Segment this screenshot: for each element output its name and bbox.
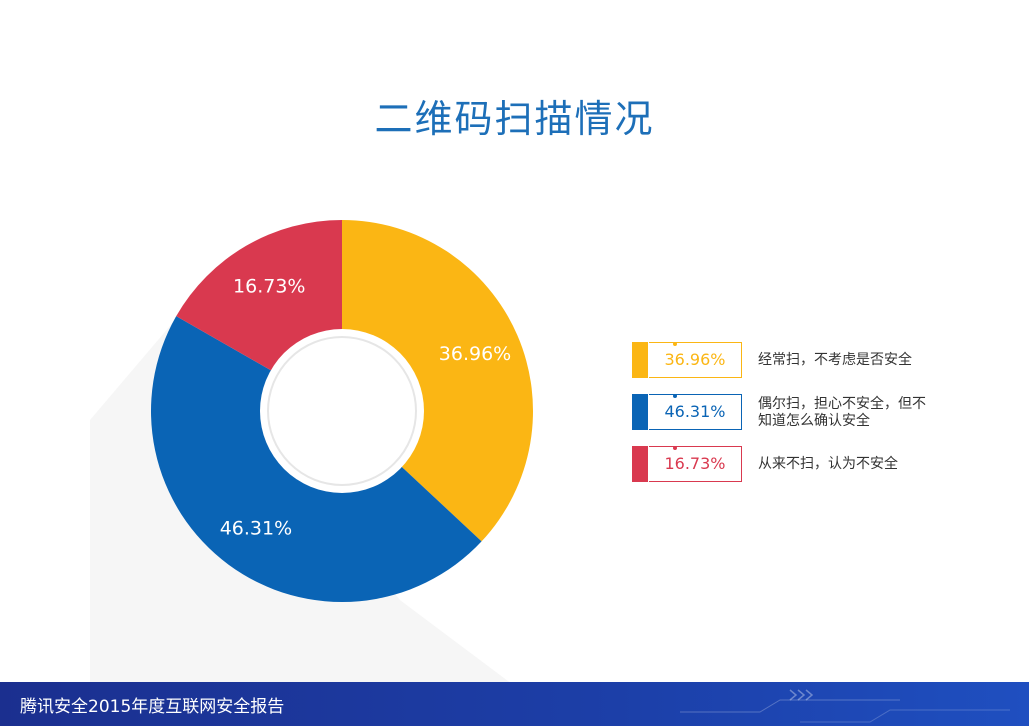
legend-percent-box: 36.96%	[649, 342, 742, 378]
chart-title: 二维码扫描情况	[374, 97, 655, 141]
donut-inner-ring	[267, 336, 417, 486]
legend-label: 偶尔扫，担心不安全，但不知道怎么确认安全	[758, 396, 926, 429]
slice-label: 36.96%	[439, 343, 511, 365]
legend-dot	[673, 446, 677, 450]
legend-percent: 16.73%	[664, 454, 726, 473]
legend-dot	[673, 394, 677, 398]
slice-label: 46.31%	[220, 518, 292, 540]
legend-percent-box: 46.31%	[649, 394, 742, 430]
footer-text: 腾讯安全2015年度互联网安全报告	[20, 697, 285, 717]
legend-swatch	[632, 342, 648, 378]
legend-swatch	[632, 394, 648, 430]
legend-percent: 46.31%	[664, 402, 726, 421]
donut-chart: 36.96% 46.31% 16.73%	[151, 220, 533, 602]
pie-slice	[342, 220, 533, 542]
legend-item: 16.73% 从来不扫，认为不安全	[632, 444, 1012, 484]
donut-hole	[260, 329, 424, 493]
footer-bar: 腾讯安全2015年度互联网安全报告	[0, 682, 1029, 726]
legend-percent-box: 16.73%	[649, 446, 742, 482]
footer-decoration	[680, 689, 1010, 723]
legend-percent: 36.96%	[664, 350, 726, 369]
legend-item: 46.31% 偶尔扫，担心不安全，但不知道怎么确认安全	[632, 392, 1012, 432]
legend-swatch	[632, 446, 648, 482]
slice-label: 16.73%	[233, 276, 305, 298]
legend-label: 从来不扫，认为不安全	[758, 456, 898, 472]
legend-dot	[673, 342, 677, 346]
legend-label: 经常扫，不考虑是否安全	[758, 352, 912, 368]
legend-item: 36.96% 经常扫，不考虑是否安全	[632, 340, 1012, 380]
